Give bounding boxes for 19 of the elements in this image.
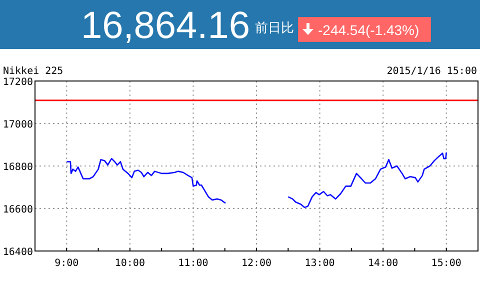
x-tick-label: 12:00 xyxy=(241,258,272,269)
y-tick-label: 16800 xyxy=(2,162,33,173)
line-series xyxy=(66,158,226,204)
x-tick-label: 15:00 xyxy=(431,258,462,269)
x-tick-label: 10:00 xyxy=(114,258,145,269)
text: 前日比 xyxy=(255,20,294,35)
x-tick-label: 13:00 xyxy=(304,258,335,269)
chart-title: 16,864.16 xyxy=(80,5,250,47)
line-series xyxy=(287,152,448,208)
y-tick-label: 17000 xyxy=(2,120,33,130)
text: 2015/1/16 15:00 xyxy=(386,66,477,77)
x-tick-label: 14:00 xyxy=(368,258,398,269)
x-tick-label: 11:00 xyxy=(178,258,208,269)
text: -244.54(-1.43%) xyxy=(318,22,420,38)
chart-subtitle: Nikkei 225 xyxy=(3,66,64,77)
y-tick-label: 16600 xyxy=(2,204,33,216)
y-tick-label: 17200 xyxy=(2,77,33,88)
x-tick-label: 9:00 xyxy=(54,258,79,269)
y-tick-label: 16400 xyxy=(2,247,33,258)
